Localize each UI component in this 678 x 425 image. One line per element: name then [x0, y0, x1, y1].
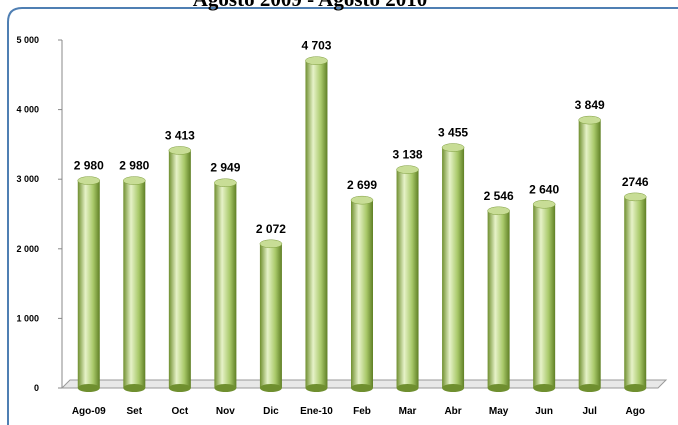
bar-base: [351, 384, 373, 392]
bar: [305, 60, 328, 388]
x-tick-label: Nov: [216, 406, 235, 417]
bar: [77, 180, 100, 388]
bar: [259, 243, 282, 388]
x-tick-label: Ene-10: [300, 406, 333, 417]
value-label: 3 138: [393, 148, 423, 162]
bar-top: [214, 178, 237, 187]
frame: [7, 7, 678, 425]
bar-top: [623, 192, 647, 202]
bar-base: [578, 384, 601, 392]
bar-base: [396, 384, 419, 392]
bar: [578, 120, 601, 389]
value-label: 4 703: [301, 39, 331, 53]
bar-base: [214, 384, 237, 392]
x-tick-label: Abr: [444, 406, 461, 417]
x-tick-label: Feb: [353, 406, 371, 417]
bar-base: [487, 384, 510, 392]
bar-top: [123, 176, 146, 185]
bar-top: [168, 146, 192, 155]
value-label: 2 546: [484, 189, 514, 203]
x-tick-label: Dic: [263, 406, 279, 417]
bar-top: [578, 115, 601, 125]
bar-base: [442, 384, 465, 392]
bar-base: [259, 384, 282, 392]
x-tick-label: Mar: [399, 406, 417, 417]
value-label: 3 849: [575, 98, 605, 112]
y-tick-label: 4 000: [16, 105, 39, 115]
value-label: 2 072: [256, 222, 286, 236]
chart-title: Agosto 2009 - Agosto 2010: [193, 0, 428, 11]
bar: [168, 150, 191, 388]
y-tick-label: 0: [34, 383, 39, 393]
x-tick-label: Ago: [626, 406, 645, 417]
bar-top: [441, 143, 465, 152]
bar-base: [123, 384, 146, 392]
value-label: 2 640: [529, 182, 559, 196]
bar: [624, 196, 647, 388]
bar: [487, 210, 510, 388]
bar-top: [487, 206, 510, 216]
value-label: 2 699: [347, 178, 377, 192]
x-tick-label: Jul: [582, 406, 597, 417]
bar-base: [168, 384, 191, 392]
bar-top: [350, 195, 374, 205]
x-tick-label: Set: [127, 406, 143, 417]
y-tick-label: 2 000: [16, 244, 39, 254]
bar-top: [259, 239, 283, 249]
value-label: 3 413: [165, 128, 195, 142]
bar-top: [305, 56, 328, 65]
value-label: 3 455: [438, 126, 468, 140]
x-tick-label: Oct: [172, 406, 189, 417]
bar: [123, 180, 146, 388]
bar: [533, 204, 556, 388]
bar-base: [624, 384, 647, 392]
bar-base: [77, 384, 100, 392]
y-tick-label: 5 000: [16, 35, 39, 45]
y-tick-label: 1 000: [16, 313, 39, 323]
value-label: 2 980: [74, 159, 104, 173]
bar-top: [396, 165, 419, 174]
x-tick-label: May: [489, 406, 509, 417]
value-label: 2 980: [119, 159, 149, 173]
bar: [396, 169, 419, 388]
bar: [442, 147, 465, 388]
bar-base: [533, 384, 556, 392]
bar: [351, 200, 373, 388]
bar-top: [77, 176, 101, 185]
bar-base: [305, 384, 328, 392]
value-label: 2 949: [210, 161, 240, 175]
bar: [214, 182, 237, 388]
x-tick-label: Ago-09: [72, 406, 106, 417]
bar-top: [532, 200, 556, 209]
value-label: 2746: [622, 175, 649, 189]
y-tick-label: 3 000: [16, 174, 39, 184]
x-tick-label: Jun: [535, 406, 553, 417]
